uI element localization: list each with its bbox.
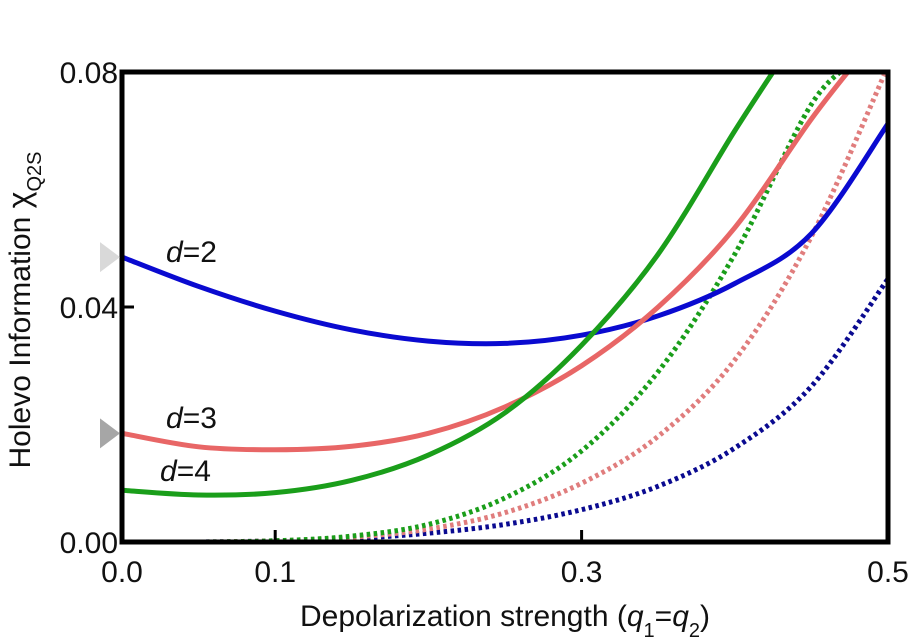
x-axis-title: Depolarization strength (q1=q2) — [300, 600, 710, 640]
series-d-3-dotted — [122, 72, 888, 542]
x-tick-label: 0.5 — [867, 556, 909, 589]
y-tick-label: 0.00 — [60, 527, 118, 560]
series-layer — [122, 72, 888, 542]
x-tick-label: 0.1 — [254, 556, 296, 589]
y-axis-title: Holevo Information χQ2S — [1, 152, 46, 469]
series-d-2-solid — [122, 122, 888, 347]
series-d-4-dotted — [122, 72, 845, 542]
marker-layer — [100, 242, 120, 449]
series-d-3-solid — [122, 72, 852, 453]
curve-label-d3: d=3 — [166, 402, 217, 435]
x-tick-label: 0.3 — [561, 556, 603, 589]
start-marker-d-2-start-marker — [100, 242, 120, 273]
curve-label-d4: d=4 — [160, 455, 211, 488]
x-tick-label: 0.0 — [101, 556, 143, 589]
curve-label-d2: d=2 — [166, 236, 217, 269]
y-tick-label: 0.08 — [60, 57, 118, 90]
start-marker-d-3-start-marker — [100, 418, 120, 449]
series-d-4-solid — [122, 72, 777, 498]
tick-layer: 0.0 0.1 0.3 0.5 0.00 0.04 0.08 — [60, 57, 909, 589]
y-tick-label: 0.04 — [60, 292, 118, 325]
